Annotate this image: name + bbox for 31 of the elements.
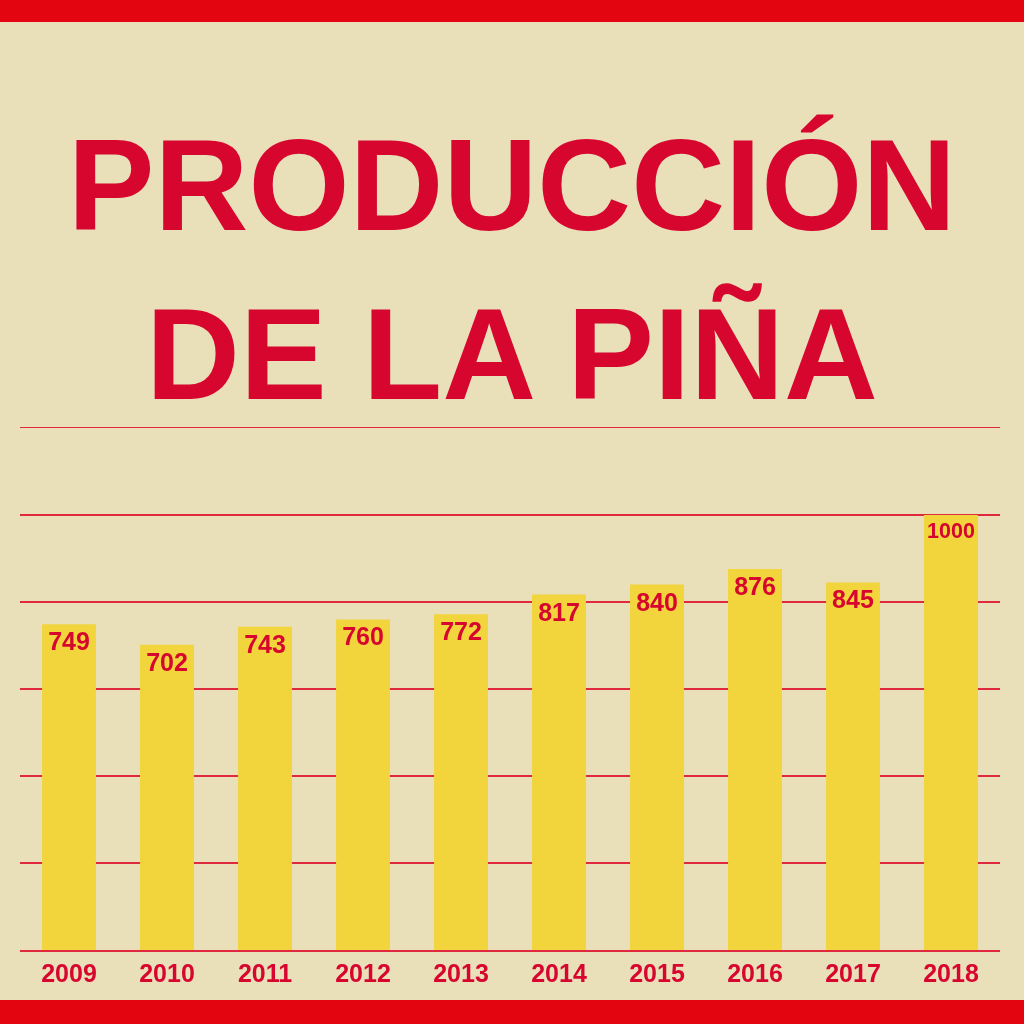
bar: [728, 568, 782, 950]
x-tick-label: 2010: [139, 958, 195, 987]
x-tick-label: 2017: [825, 958, 881, 987]
bar: [42, 624, 96, 950]
data-label: 702: [146, 647, 188, 676]
data-label: 845: [832, 585, 874, 614]
x-tick-label: 2012: [335, 958, 391, 987]
bar: [532, 594, 586, 950]
data-label: 1000: [927, 518, 975, 543]
x-tick-label: 2013: [433, 958, 489, 987]
data-label: 743: [244, 629, 286, 658]
bar: [630, 584, 684, 950]
bar: [336, 619, 390, 950]
data-label: 840: [636, 587, 678, 616]
chart-title: PRODUCCIÓN DE LA PIÑA: [67, 112, 957, 428]
x-tick-label: 2018: [923, 958, 979, 987]
x-tick-label: 2011: [237, 958, 293, 987]
bar: [826, 582, 880, 950]
data-label: 772: [440, 617, 482, 646]
x-tick-label: 2014: [531, 958, 587, 987]
data-label: 760: [342, 622, 384, 651]
data-label: 749: [48, 627, 90, 656]
x-tick-label: 2015: [629, 958, 685, 987]
x-tick-label: 2016: [727, 958, 783, 987]
bar: [924, 515, 978, 950]
bar: [434, 614, 488, 950]
bar: [238, 626, 292, 950]
x-tick-label: 2009: [41, 958, 97, 987]
data-label: 876: [734, 571, 776, 600]
data-label: 817: [538, 597, 580, 626]
bar: [140, 644, 194, 950]
